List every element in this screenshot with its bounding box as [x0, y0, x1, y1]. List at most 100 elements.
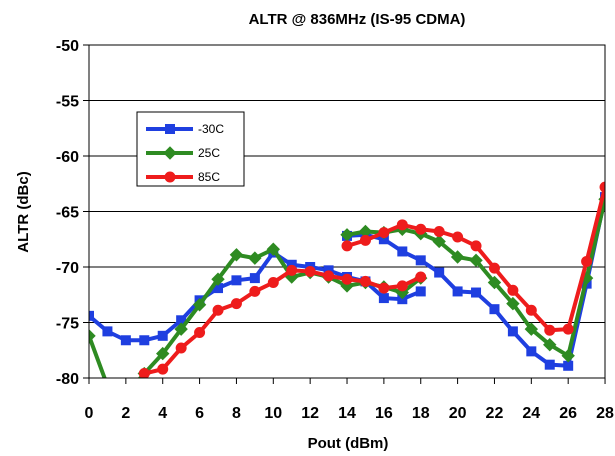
y-tick-label: -75 — [56, 316, 79, 333]
x-tick-label: 12 — [301, 405, 319, 422]
data-point-85c — [304, 265, 316, 277]
data-point-85c — [488, 262, 500, 274]
data-point-25c — [248, 251, 262, 265]
series-layer — [89, 181, 605, 401]
x-tick-label: 20 — [449, 405, 467, 422]
data-point-30c — [231, 275, 242, 286]
data-point-85c — [359, 275, 371, 287]
y-axis-title: ALTR (dBc) — [15, 171, 32, 252]
x-tick-label: 10 — [264, 405, 282, 422]
data-point-85c — [138, 368, 150, 378]
data-point-85c — [544, 324, 556, 336]
x-tick-label: 2 — [121, 405, 130, 422]
data-point-25c — [524, 322, 539, 336]
data-point-25c — [487, 275, 502, 290]
data-point-85c — [599, 181, 605, 193]
data-point-85c — [581, 255, 593, 267]
x-tick-label: 4 — [158, 405, 167, 422]
data-point-25c — [211, 272, 225, 286]
data-point-30c — [378, 293, 389, 304]
data-point-30c — [415, 286, 426, 297]
data-point-85c — [194, 326, 206, 338]
data-point-25c — [266, 242, 281, 256]
data-point-25c — [229, 248, 244, 262]
x-tick-label: 22 — [486, 405, 504, 422]
x-tick-label: 28 — [596, 405, 614, 422]
data-point-30c — [507, 326, 518, 337]
data-point-30c — [489, 304, 500, 315]
x-tick-label: 14 — [338, 405, 356, 422]
data-point-85c — [525, 304, 537, 316]
data-point-25c — [174, 322, 188, 336]
x-tick-label: 6 — [195, 405, 204, 422]
data-point-85c — [341, 240, 353, 252]
data-point-85c — [230, 298, 242, 310]
data-point-30c — [471, 287, 482, 298]
y-tick-label: -80 — [56, 371, 79, 388]
data-point-30c — [452, 286, 463, 297]
data-point-30c — [102, 326, 113, 337]
data-point-25c — [89, 329, 96, 343]
chart-title: ALTR @ 836MHz (IS-95 CDMA) — [249, 11, 466, 28]
data-point-30c — [139, 335, 150, 346]
data-point-85c — [562, 323, 574, 335]
data-point-85c — [359, 234, 371, 246]
data-point-85c — [452, 231, 464, 243]
series-line-25c — [89, 333, 107, 378]
data-point-30c — [397, 246, 408, 257]
legend-marker-25c — [163, 146, 177, 160]
data-point-25c — [120, 389, 132, 401]
x-tick-label: 0 — [85, 405, 94, 422]
data-point-85c — [378, 282, 390, 294]
data-point-25c — [469, 253, 483, 268]
data-point-85c — [286, 264, 298, 276]
data-point-85c — [396, 280, 408, 292]
legend-marker-85c — [164, 171, 176, 183]
x-axis-ticks: 0 2 4 6 8 10 12 14 16 18 20 22 24 26 28 — [85, 378, 614, 422]
y-tick-label: -60 — [56, 149, 79, 166]
legend-marker-30c — [165, 124, 175, 134]
data-point-25c — [450, 250, 465, 264]
data-point-85c — [249, 285, 261, 297]
x-tick-label: 26 — [559, 405, 577, 422]
data-point-30c — [89, 310, 94, 321]
data-point-85c — [378, 227, 390, 239]
data-point-85c — [507, 284, 519, 296]
x-tick-label: 8 — [232, 405, 241, 422]
y-tick-label: -65 — [56, 205, 79, 222]
legend-items: -30C 25C 85C — [146, 122, 224, 184]
series-line-85c — [345, 183, 605, 333]
y-tick-label: -70 — [56, 260, 79, 277]
data-point-85c — [433, 225, 445, 237]
data-point-30c — [249, 273, 260, 284]
data-point-30c — [157, 330, 168, 341]
data-point-85c — [415, 271, 427, 283]
series-line-85c — [142, 268, 423, 376]
series-85c — [138, 181, 605, 378]
data-point-85c — [470, 240, 482, 252]
data-point-85c — [157, 363, 169, 375]
data-point-25c — [101, 380, 113, 392]
data-point-30c — [563, 360, 574, 371]
legend-label-85c: 85C — [198, 170, 220, 184]
data-point-25c — [192, 298, 207, 312]
legend-label-30c: -30C — [198, 122, 224, 136]
x-tick-label: 24 — [522, 405, 540, 422]
data-point-30c — [526, 346, 537, 357]
data-point-85c — [267, 277, 279, 289]
x-tick-label: 18 — [412, 405, 430, 422]
data-point-85c — [415, 223, 427, 235]
data-point-30c — [120, 335, 131, 346]
y-tick-label: -55 — [56, 94, 79, 111]
chart-legend: -30C 25C 85C — [136, 111, 245, 187]
data-point-25c — [506, 296, 520, 311]
data-point-25c — [543, 337, 557, 352]
data-point-25c — [561, 349, 575, 363]
y-tick-label: -50 — [56, 38, 79, 55]
x-axis-title: Pout (dBm) — [308, 435, 389, 452]
data-point-25c — [432, 234, 446, 249]
data-point-85c — [396, 219, 408, 231]
legend-box — [136, 111, 245, 187]
